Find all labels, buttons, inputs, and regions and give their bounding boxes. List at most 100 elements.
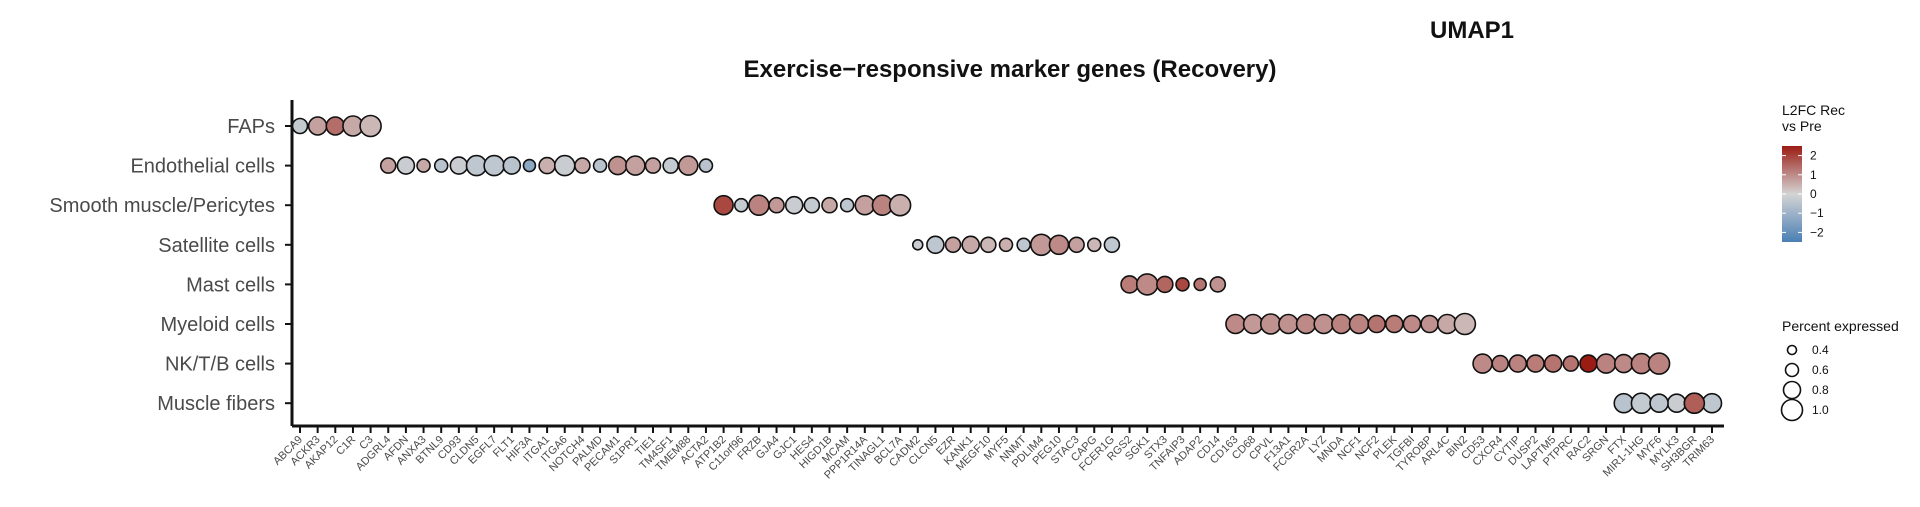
dot (1579, 354, 1598, 373)
dot (433, 158, 449, 173)
dot (1348, 313, 1370, 335)
color-bar (1782, 146, 1802, 242)
y-axis-labels: FAPs Endothelial cells Smooth muscle/Peric… (49, 116, 292, 415)
color-tick-label: 2 (1810, 149, 1817, 163)
dot (307, 116, 328, 136)
color-legend-title: L2FC Rec (1782, 102, 1845, 118)
y-label: Mast cells (186, 274, 275, 296)
dot (1647, 352, 1671, 375)
dot (980, 236, 997, 254)
dot (911, 239, 924, 251)
dot (677, 155, 699, 176)
dot (1543, 354, 1563, 373)
dot (1683, 392, 1706, 415)
dot (1562, 355, 1580, 372)
dot (1402, 314, 1422, 334)
dot (1701, 392, 1723, 414)
x-label: C1R (334, 434, 358, 458)
dot (1193, 277, 1207, 292)
dot (944, 236, 962, 254)
dot (1209, 276, 1227, 293)
dot (1278, 313, 1299, 335)
dot (1613, 353, 1634, 374)
dot (1135, 273, 1159, 296)
dot (748, 194, 770, 216)
dots (291, 114, 1723, 415)
dot (1086, 237, 1102, 253)
dot (359, 114, 382, 138)
dot (1649, 393, 1669, 414)
y-label: Myeloid cells (161, 314, 275, 336)
color-tick-label: 1 (1810, 168, 1817, 182)
color-tick-label: −1 (1810, 206, 1824, 220)
dot (483, 154, 505, 177)
dot (502, 156, 522, 175)
dot (1048, 234, 1070, 256)
dot (416, 158, 431, 173)
size-legend: Percent expressed 0.4 0.6 0.8 1.0 (1780, 318, 1899, 422)
dot (1367, 314, 1386, 334)
dot (961, 235, 981, 255)
dot (1225, 313, 1246, 335)
dot (821, 196, 838, 214)
dot (1666, 393, 1687, 414)
dot (396, 156, 416, 175)
dot (1453, 312, 1477, 336)
dot (888, 193, 912, 217)
dot (607, 155, 628, 176)
dot (1630, 392, 1653, 415)
y-label: NK/T/B cells (165, 354, 275, 376)
size-legend-label: 0.4 (1812, 343, 1829, 357)
size-legend-label: 0.6 (1812, 363, 1829, 377)
dot (1259, 313, 1282, 335)
dot (592, 158, 608, 173)
dot (854, 194, 876, 216)
dot (926, 235, 945, 255)
dot (644, 157, 662, 174)
dot (1295, 313, 1317, 335)
dot (379, 157, 397, 174)
dot (1595, 353, 1617, 374)
size-legend-dot (1784, 362, 1800, 378)
dot (784, 195, 804, 215)
dot (698, 158, 714, 173)
color-legend-title: vs Pre (1782, 118, 1822, 134)
size-legend-label: 0.8 (1812, 383, 1829, 397)
dot (1156, 275, 1174, 294)
dot (625, 155, 646, 176)
dot (1068, 236, 1085, 254)
dot (522, 158, 537, 173)
y-label: Smooth muscle/Pericytes (49, 195, 275, 217)
dot (553, 154, 576, 177)
color-tick-label: −2 (1810, 225, 1824, 239)
y-label: Muscle fibers (157, 393, 275, 415)
dot (803, 196, 821, 214)
dot (574, 157, 591, 174)
y-label: Endothelial cells (130, 156, 275, 178)
y-label: FAPs (227, 116, 275, 138)
dot (1120, 275, 1139, 294)
dot (1508, 354, 1528, 373)
dot (1313, 313, 1334, 335)
dot (733, 197, 749, 213)
dot (713, 194, 734, 216)
dot (1420, 314, 1439, 334)
dot (1242, 313, 1264, 335)
size-legend-dot (1780, 398, 1804, 422)
size-legend-label: 1.0 (1812, 403, 1829, 417)
size-legend-dot (1782, 380, 1802, 400)
y-label: Satellite cells (158, 235, 275, 257)
dot (1613, 392, 1635, 414)
dot (1526, 354, 1545, 373)
dot (998, 237, 1014, 253)
dot (768, 196, 785, 214)
dot (1491, 354, 1509, 373)
size-legend-title: Percent expressed (1782, 318, 1899, 334)
dot (1016, 237, 1031, 253)
dot (291, 117, 309, 135)
dot (1331, 313, 1352, 335)
dot (1472, 353, 1493, 374)
